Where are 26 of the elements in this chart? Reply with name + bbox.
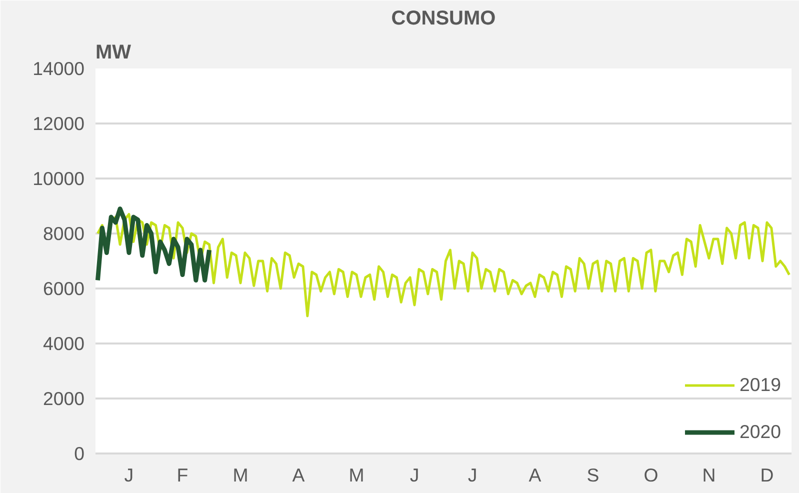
x-tick-label: A [528,464,542,486]
y-tick-label: 2000 [42,388,85,409]
x-tick-label: J [124,464,134,486]
chart-title: CONSUMO [391,8,496,30]
y-axis-title: MW [96,42,132,64]
legend-label: 2020 [739,421,781,443]
y-tick-label: 12000 [32,113,85,134]
x-tick-label: M [348,464,364,486]
x-tick-label: J [410,464,420,486]
y-tick-label: 10000 [32,168,85,189]
y-tick-label: 0 [74,443,85,464]
x-tick-label: S [586,464,600,486]
y-tick-label: 8000 [42,223,85,244]
x-tick-label: A [292,464,306,486]
x-tick-label: N [702,464,716,486]
line-series [96,213,791,318]
x-tick-label: M [232,464,248,486]
y-tick-label: 4000 [42,333,85,354]
legend-label: 2019 [739,374,781,396]
x-tick-label: F [176,464,188,486]
line-series [96,206,212,282]
x-tick-label: O [644,464,658,486]
x-tick-label: D [760,464,774,486]
x-tick-label: J [468,464,478,486]
y-tick-label: 6000 [42,278,85,299]
y-tick-label: 14000 [32,58,85,79]
